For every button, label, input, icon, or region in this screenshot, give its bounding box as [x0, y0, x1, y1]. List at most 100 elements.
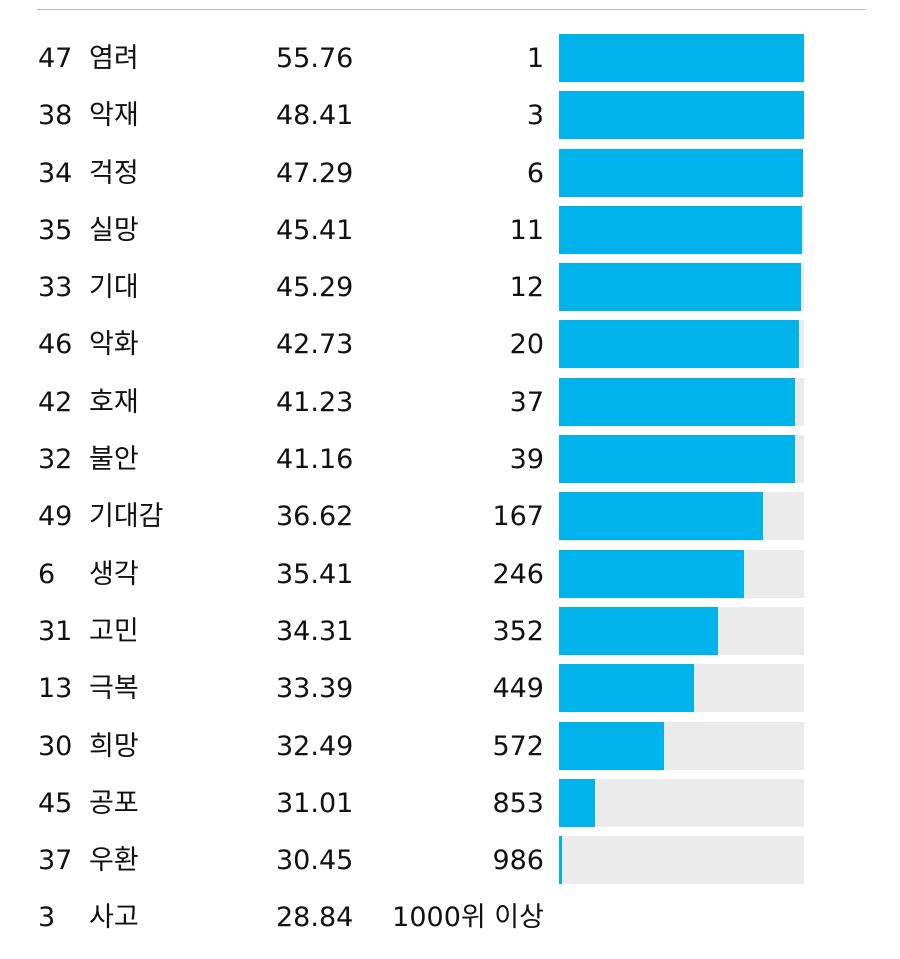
bar-track [559, 91, 804, 140]
row-score: 31.01 [276, 787, 354, 819]
row-rank: 986 [492, 845, 544, 877]
row-rank: 3 [526, 100, 544, 132]
bar-fill [559, 664, 694, 713]
row-word: 공포 [89, 787, 139, 819]
bar-fill [559, 492, 763, 541]
table-row: 32 불안 41.16 39 [0, 431, 900, 488]
table-row: 38 악재 48.41 3 [0, 87, 900, 144]
row-word: 기대 [89, 272, 139, 304]
row-score: 55.76 [276, 43, 354, 74]
table-row: 49 기대감 36.62 167 [0, 488, 900, 545]
bar-fill [559, 34, 804, 82]
table-row: 3 사고 28.84 1000위 이상 [0, 889, 900, 946]
row-word: 실망 [89, 214, 139, 246]
row-score: 45.41 [276, 214, 354, 246]
row-word: 우환 [89, 845, 139, 877]
bar-track [559, 836, 804, 885]
bar-track [559, 721, 804, 770]
row-id: 3 [38, 902, 56, 934]
table-row: 33 기대 45.29 12 [0, 259, 900, 316]
table-row: 34 걱정 47.29 6 [0, 145, 900, 202]
row-id: 49 [38, 501, 73, 533]
bar-track [559, 148, 804, 197]
row-id: 38 [38, 100, 73, 132]
row-score: 35.41 [276, 558, 354, 590]
row-rank: 853 [492, 787, 544, 819]
bar-track [559, 778, 804, 827]
row-word: 불안 [89, 444, 139, 476]
row-rank: 6 [526, 157, 544, 189]
row-score: 33.39 [276, 673, 354, 705]
bar-fill [559, 549, 744, 598]
row-score: 41.16 [276, 444, 354, 476]
row-rank: 167 [492, 501, 544, 533]
row-id: 13 [38, 673, 73, 705]
row-word: 희망 [89, 730, 139, 762]
row-rank: 20 [509, 329, 544, 361]
row-word: 악재 [89, 100, 139, 132]
bar-fill [559, 320, 799, 369]
row-id: 45 [38, 787, 73, 819]
bar-fill [559, 721, 664, 770]
row-score: 28.84 [276, 902, 354, 934]
word-rank-table: 47 염려 55.76 1 38 악재 48.41 3 34 걱정 47.29 6 35 실망 45.41 1… [0, 30, 900, 947]
bar-fill [559, 377, 795, 426]
row-rank: 1 [526, 43, 544, 74]
row-score: 42.73 [276, 329, 354, 361]
bar-fill [559, 778, 595, 827]
row-word: 호재 [89, 386, 139, 418]
bar-track [559, 377, 804, 426]
row-id: 35 [38, 214, 73, 246]
row-id: 34 [38, 157, 73, 189]
row-id: 6 [38, 558, 56, 590]
row-word: 극복 [89, 673, 139, 705]
row-id: 46 [38, 329, 73, 361]
row-score: 32.49 [276, 730, 354, 762]
bar-track [559, 320, 804, 369]
table-row: 37 우환 30.45 986 [0, 832, 900, 889]
bar-track [559, 664, 804, 713]
bar-track [559, 492, 804, 541]
row-rank: 449 [492, 673, 544, 705]
row-rank: 12 [509, 272, 544, 304]
bar-track [559, 435, 804, 484]
bar-fill [559, 263, 801, 312]
row-word: 염려 [89, 43, 139, 74]
row-rank: 572 [492, 730, 544, 762]
row-id: 31 [38, 615, 73, 647]
bar-fill [559, 836, 562, 885]
table-row: 6 생각 35.41 246 [0, 546, 900, 603]
row-id: 33 [38, 272, 73, 304]
row-id: 30 [38, 730, 73, 762]
table-row: 13 극복 33.39 449 [0, 660, 900, 717]
bar-track [559, 263, 804, 312]
bar-fill [559, 148, 803, 197]
table-row: 47 염려 55.76 1 [0, 30, 900, 87]
row-rank: 37 [509, 386, 544, 418]
row-rank: 352 [492, 615, 544, 647]
row-word: 기대감 [89, 501, 164, 533]
table-row: 45 공포 31.01 853 [0, 775, 900, 832]
bar-fill [559, 205, 802, 254]
row-id: 37 [38, 845, 73, 877]
row-score: 48.41 [276, 100, 354, 132]
row-rank: 1000위 이상 [392, 902, 544, 934]
row-score: 45.29 [276, 272, 354, 304]
bar-track [559, 606, 804, 655]
bar-fill [559, 435, 795, 484]
row-score: 30.45 [276, 845, 354, 877]
row-rank: 39 [509, 444, 544, 476]
row-word: 사고 [89, 902, 139, 934]
bar-track [559, 205, 804, 254]
table-row: 42 호재 41.23 37 [0, 374, 900, 431]
row-id: 32 [38, 444, 73, 476]
row-score: 36.62 [276, 501, 354, 533]
row-word: 악화 [89, 329, 139, 361]
row-word: 생각 [89, 558, 139, 590]
bar-track [559, 549, 804, 598]
row-score: 47.29 [276, 157, 354, 189]
row-word: 고민 [89, 615, 139, 647]
row-rank: 11 [509, 214, 544, 246]
table-row: 35 실망 45.41 11 [0, 202, 900, 259]
table-row: 30 희망 32.49 572 [0, 718, 900, 775]
